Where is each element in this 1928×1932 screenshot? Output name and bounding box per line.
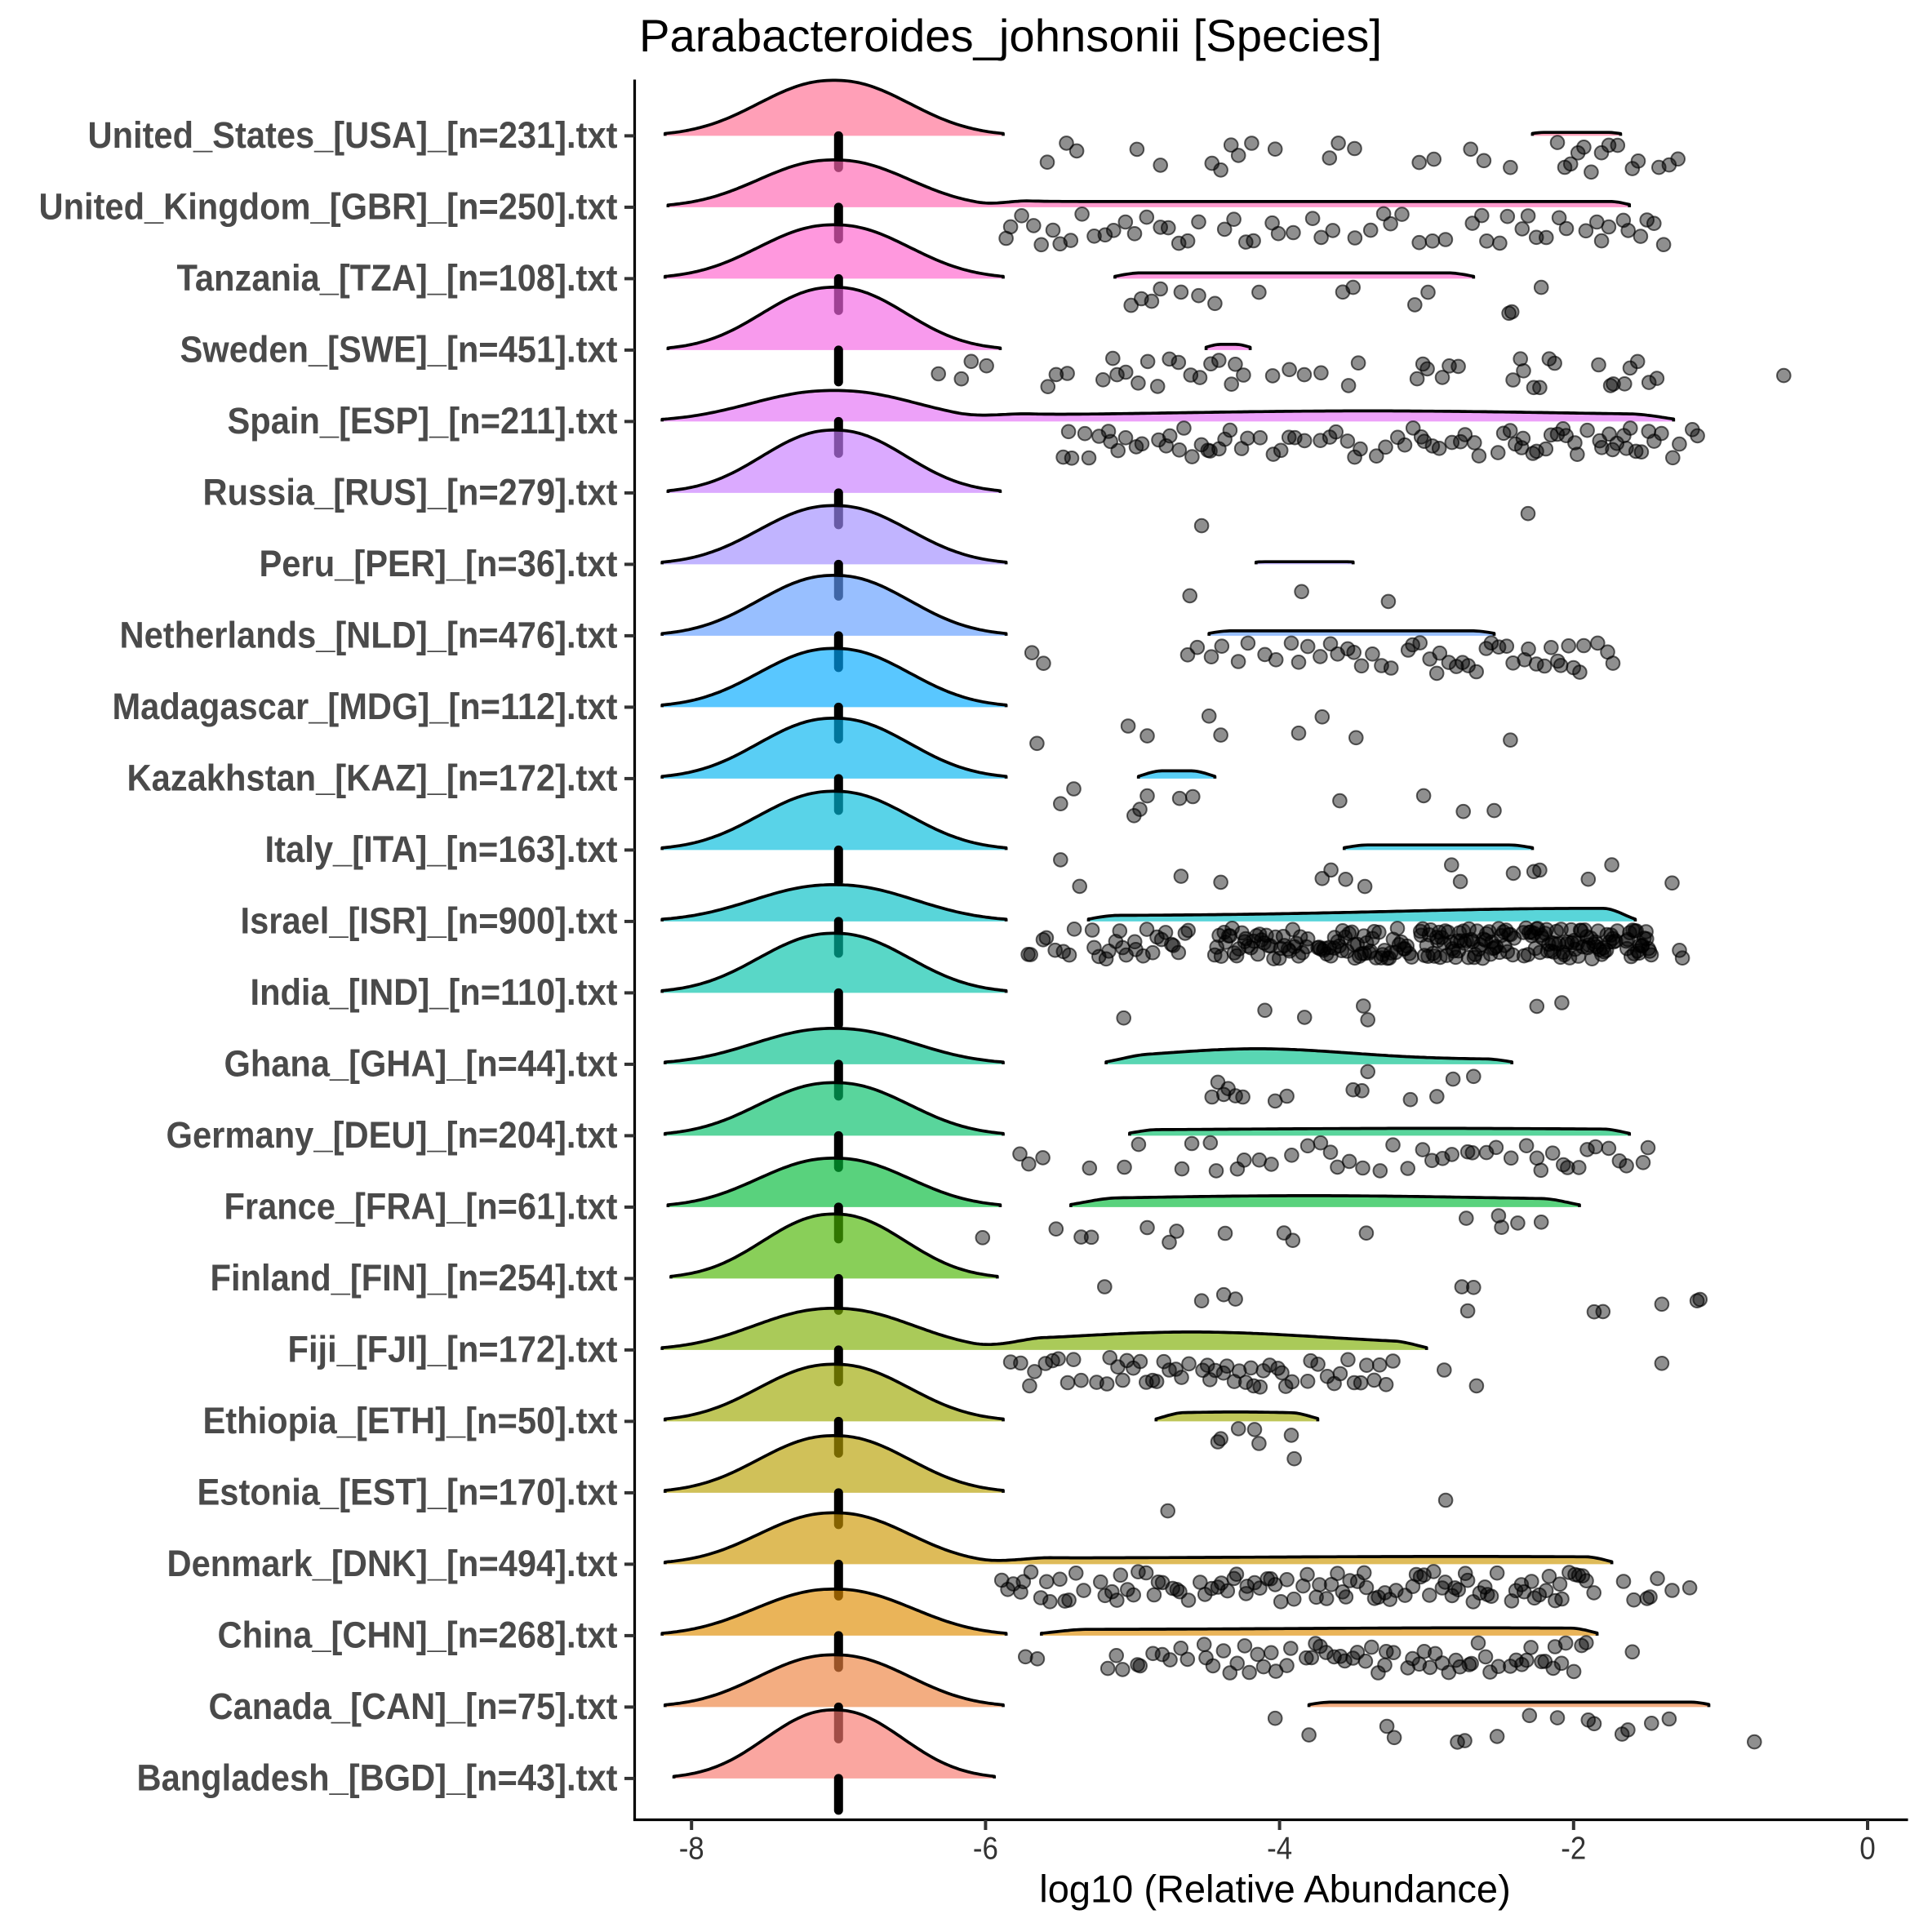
- svg-text:Tanzania_[TZA]_[n=108].txt: Tanzania_[TZA]_[n=108].txt: [177, 257, 618, 299]
- svg-text:-4: -4: [1267, 1832, 1292, 1867]
- svg-text:Parabacteroides_johnsonii [Spe: Parabacteroides_johnsonii [Species]: [639, 10, 1382, 61]
- svg-text:France_[FRA]_[n=61].txt: France_[FRA]_[n=61].txt: [224, 1185, 618, 1227]
- svg-text:-6: -6: [973, 1832, 998, 1867]
- svg-text:0: 0: [1859, 1832, 1876, 1867]
- svg-text:United_States_[USA]_[n=231].tx: United_States_[USA]_[n=231].txt: [88, 114, 618, 156]
- svg-text:Sweden_[SWE]_[n=451].txt: Sweden_[SWE]_[n=451].txt: [180, 328, 618, 370]
- svg-text:-8: -8: [679, 1832, 704, 1867]
- svg-text:China_[CHN]_[n=268].txt: China_[CHN]_[n=268].txt: [218, 1614, 618, 1655]
- svg-text:India_[IND]_[n=110].txt: India_[IND]_[n=110].txt: [251, 971, 618, 1013]
- svg-text:Estonia_[EST]_[n=170].txt: Estonia_[EST]_[n=170].txt: [198, 1471, 618, 1512]
- svg-text:Russia_[RUS]_[n=279].txt: Russia_[RUS]_[n=279].txt: [203, 471, 618, 513]
- svg-text:Italy_[ITA]_[n=163].txt: Italy_[ITA]_[n=163].txt: [265, 828, 618, 870]
- svg-text:Germany_[DEU]_[n=204].txt: Germany_[DEU]_[n=204].txt: [167, 1114, 618, 1156]
- svg-text:Denmark_[DNK]_[n=494].txt: Denmark_[DNK]_[n=494].txt: [167, 1543, 618, 1584]
- svg-text:Ethiopia_[ETH]_[n=50].txt: Ethiopia_[ETH]_[n=50].txt: [203, 1400, 618, 1441]
- svg-text:log10 (Relative Abundance): log10 (Relative Abundance): [1039, 1867, 1510, 1910]
- svg-text:Kazakhstan_[KAZ]_[n=172].txt: Kazakhstan_[KAZ]_[n=172].txt: [127, 757, 618, 798]
- svg-text:Canada_[CAN]_[n=75].txt: Canada_[CAN]_[n=75].txt: [209, 1686, 618, 1727]
- svg-text:United_Kingdom_[GBR]_[n=250].t: United_Kingdom_[GBR]_[n=250].txt: [39, 185, 618, 227]
- svg-text:Madagascar_[MDG]_[n=112].txt: Madagascar_[MDG]_[n=112].txt: [113, 686, 618, 727]
- svg-text:Ghana_[GHA]_[n=44].txt: Ghana_[GHA]_[n=44].txt: [224, 1042, 618, 1084]
- svg-text:Bangladesh_[BGD]_[n=43].txt: Bangladesh_[BGD]_[n=43].txt: [137, 1757, 618, 1798]
- svg-text:Finland_[FIN]_[n=254].txt: Finland_[FIN]_[n=254].txt: [211, 1257, 618, 1299]
- svg-text:Peru_[PER]_[n=36].txt: Peru_[PER]_[n=36].txt: [260, 543, 618, 584]
- svg-text:Netherlands_[NLD]_[n=476].txt: Netherlands_[NLD]_[n=476].txt: [120, 614, 618, 655]
- svg-text:Spain_[ESP]_[n=211].txt: Spain_[ESP]_[n=211].txt: [228, 400, 618, 442]
- svg-text:-2: -2: [1561, 1832, 1586, 1867]
- svg-text:Israel_[ISR]_[n=900].txt: Israel_[ISR]_[n=900].txt: [241, 899, 618, 941]
- svg-text:Fiji_[FJI]_[n=172].txt: Fiji_[FJI]_[n=172].txt: [288, 1328, 618, 1370]
